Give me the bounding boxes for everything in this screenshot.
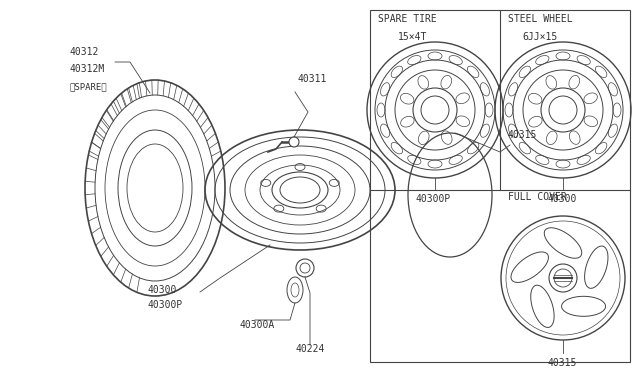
Text: STEEL WHEEL: STEEL WHEEL <box>508 14 573 24</box>
Text: 40312: 40312 <box>70 47 99 57</box>
Text: 40224: 40224 <box>296 344 325 354</box>
Text: （SPARE）: （SPARE） <box>70 82 108 91</box>
Text: 15×4T: 15×4T <box>398 32 428 42</box>
Text: 40300P: 40300P <box>148 300 183 310</box>
Text: FULL COVER: FULL COVER <box>508 192 567 202</box>
Text: SPARE TIRE: SPARE TIRE <box>378 14 436 24</box>
Circle shape <box>289 137 299 147</box>
Text: 40312M: 40312M <box>70 64 105 74</box>
Bar <box>370 10 630 362</box>
Text: 40315: 40315 <box>507 130 536 140</box>
Text: 40300P: 40300P <box>415 194 451 204</box>
Text: 6JJ×15: 6JJ×15 <box>522 32 557 42</box>
Text: 40300: 40300 <box>548 194 577 204</box>
Text: 40315: 40315 <box>548 358 577 368</box>
Text: 40300: 40300 <box>148 285 177 295</box>
Text: 40300A: 40300A <box>240 320 275 330</box>
Text: 40311: 40311 <box>297 74 326 84</box>
